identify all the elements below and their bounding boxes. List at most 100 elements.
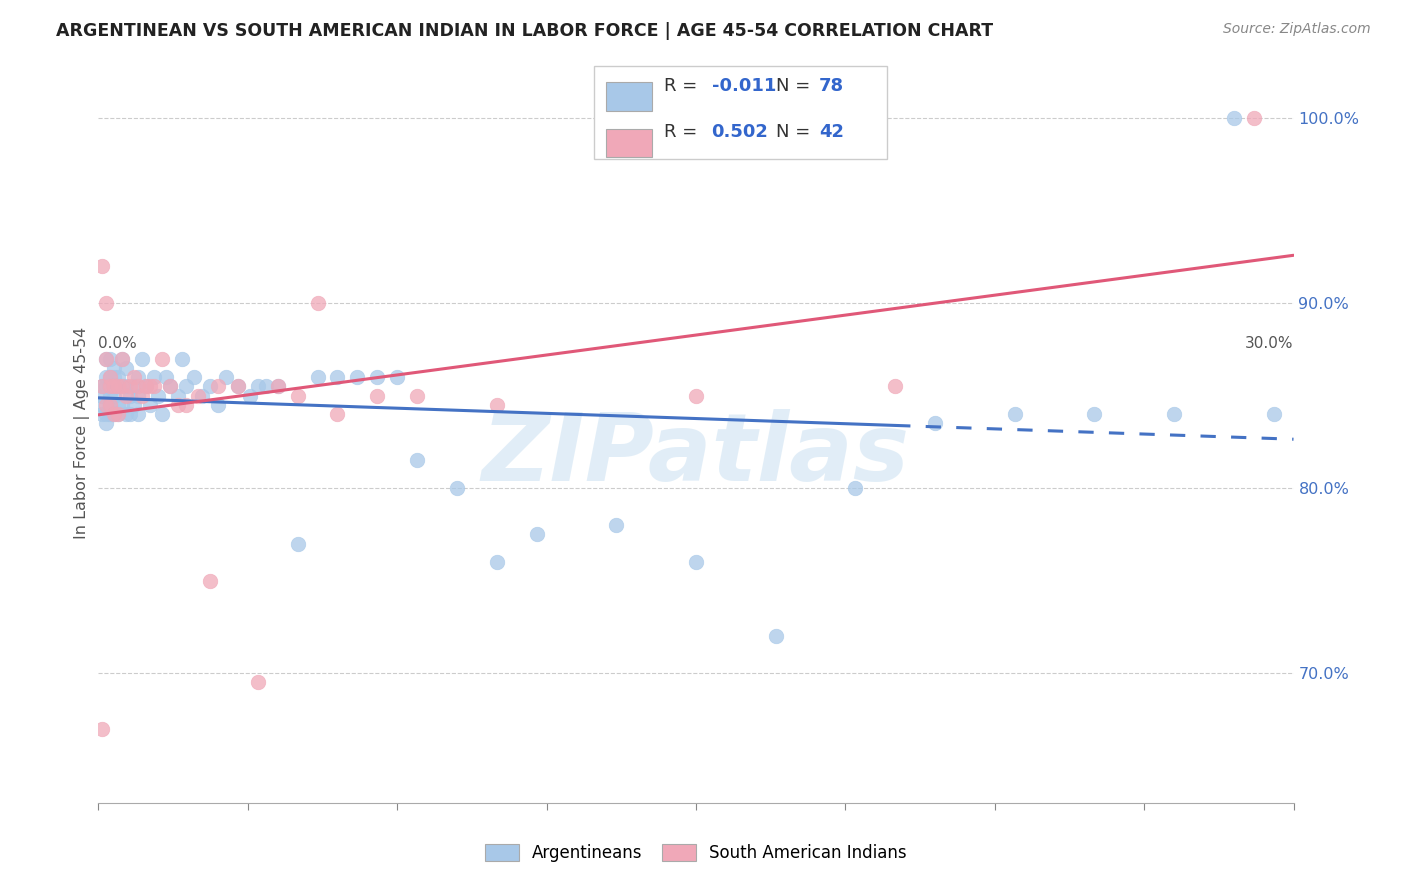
Point [91,722,114,736]
Point [124,379,146,393]
Point [103,379,125,393]
Point [150,407,173,421]
Point [96,407,118,421]
Point [98,370,122,384]
Point [226,379,249,393]
Point [765,629,787,643]
Point [844,481,866,495]
Point [605,518,627,533]
Text: 0.502: 0.502 [711,123,769,142]
Point [103,360,125,375]
Point [103,407,125,421]
Point [107,379,129,393]
Point [91,379,114,393]
Point [96,398,118,412]
Point [207,379,229,393]
Point [107,370,129,384]
Point [115,379,138,393]
Text: ARGENTINEAN VS SOUTH AMERICAN INDIAN IN LABOR FORCE | AGE 45-54 CORRELATION CHAR: ARGENTINEAN VS SOUTH AMERICAN INDIAN IN … [56,22,994,40]
Point [139,398,162,412]
Point [246,675,269,690]
Legend: Argentineans, South American Indians: Argentineans, South American Indians [478,837,914,869]
Point [139,379,162,393]
Point [215,370,238,384]
Point [254,379,277,393]
Point [267,379,290,393]
FancyBboxPatch shape [606,82,652,111]
Point [159,379,181,393]
Point [111,379,134,393]
Point [1243,111,1265,125]
Point [287,388,309,402]
Point [155,370,177,384]
Text: N =: N = [776,77,815,95]
Point [526,527,548,541]
Point [485,398,508,412]
Point [96,296,118,310]
Point [127,379,149,393]
Point [111,351,134,366]
Point [111,379,134,393]
Point [91,398,114,412]
Point [103,407,125,421]
Point [107,379,129,393]
Point [287,536,309,550]
Point [385,370,409,384]
Point [107,407,129,421]
Point [1083,407,1105,421]
Text: 78: 78 [820,77,844,95]
Text: ZIPatlas: ZIPatlas [482,409,910,500]
Point [150,351,173,366]
Point [91,379,114,393]
Point [143,370,166,384]
FancyBboxPatch shape [595,66,887,159]
Point [198,574,221,588]
Point [96,370,118,384]
Point [124,398,146,412]
Point [120,407,142,421]
Text: 30.0%: 30.0% [1246,336,1294,351]
Point [131,388,153,402]
Y-axis label: In Labor Force | Age 45-54: In Labor Force | Age 45-54 [75,326,90,539]
Point [685,555,707,569]
Point [1223,111,1246,125]
Text: -0.011: -0.011 [711,77,776,95]
Point [98,398,122,412]
Point [98,407,122,421]
Point [127,388,149,402]
Point [183,370,205,384]
Point [135,379,157,393]
Point [98,370,122,384]
Point [174,398,197,412]
Point [246,379,269,393]
Point [226,379,249,393]
Point [307,370,329,384]
Text: R =: R = [664,123,703,142]
Point [366,370,388,384]
Point [103,379,125,393]
Point [124,370,146,384]
Point [96,351,118,366]
Point [91,388,114,402]
Point [172,351,194,366]
Point [159,379,181,393]
Point [187,388,209,402]
Point [191,388,214,402]
Point [406,453,429,467]
Point [98,351,122,366]
Point [1004,407,1026,421]
Point [111,351,134,366]
Point [91,407,114,421]
Point [115,407,138,421]
Point [135,379,157,393]
Point [115,360,138,375]
Point [307,296,329,310]
Text: 42: 42 [820,123,844,142]
Point [884,379,907,393]
Point [115,388,138,402]
Point [924,417,946,431]
Point [120,388,142,402]
Point [326,407,349,421]
Point [148,388,170,402]
Point [207,398,229,412]
